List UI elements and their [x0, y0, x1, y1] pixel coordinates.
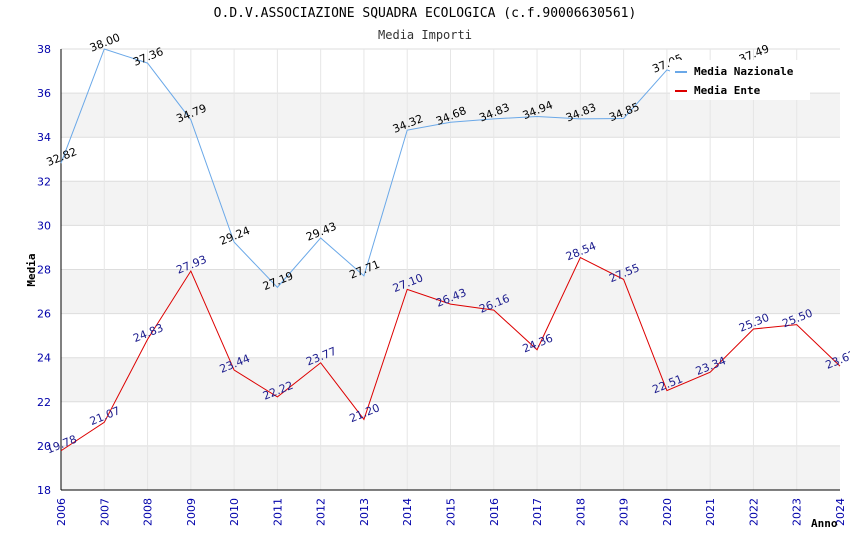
x-tick-label: 2022 [747, 498, 760, 526]
x-tick-label: 2017 [531, 498, 544, 526]
data-label: 24.36 [521, 332, 555, 356]
x-tick-label: 2019 [618, 498, 631, 526]
x-tick-label: 2013 [358, 498, 371, 526]
data-label: 29.24 [218, 224, 252, 248]
x-tick-label: 2016 [488, 498, 501, 526]
data-label: 24.83 [131, 321, 165, 345]
x-tick-label: 2010 [228, 498, 241, 526]
x-axis-label: Anno [811, 517, 838, 530]
data-label: 21.07 [88, 404, 122, 428]
y-ticks: 18 20 22 24 26 28 30 32 34 36 38 [37, 43, 51, 497]
legend-box [670, 60, 810, 100]
x-tick-label: 2023 [791, 498, 804, 526]
data-label: 23.62 [824, 348, 850, 372]
y-tick-label: 32 [37, 175, 51, 188]
x-tick-label: 2009 [185, 498, 198, 526]
legend-entry: Media Ente [694, 84, 761, 97]
y-tick-label: 36 [37, 87, 51, 100]
axes [60, 49, 840, 491]
chart-title: O.D.V.ASSOCIAZIONE SQUADRA ECOLOGICA (c.… [213, 6, 637, 21]
x-tick-label: 2007 [98, 498, 111, 526]
y-tick-label: 30 [37, 219, 51, 232]
x-tick-label: 2006 [55, 498, 68, 526]
y-tick-label: 38 [37, 43, 51, 56]
y-tick-label: 22 [37, 396, 51, 409]
grid-lines [61, 48, 840, 491]
x-tick-label: 2024 [834, 498, 847, 526]
x-tick-label: 2020 [661, 498, 674, 526]
series-lines [60, 48, 841, 452]
x-tick-label: 2011 [271, 498, 284, 526]
legend-entry: Media Nazionale [694, 65, 794, 78]
x-tick-label: 2015 [445, 498, 458, 526]
x-tick-label: 2014 [401, 498, 414, 526]
y-tick-label: 28 [37, 264, 51, 277]
legend: Media Nazionale Media Ente [670, 60, 810, 100]
data-label: 32.82 [45, 145, 79, 169]
x-tick-label: 2008 [142, 498, 155, 526]
chart-subtitle: Media Importi [378, 28, 472, 42]
x-ticks: 2006 2007 2008 2009 2010 2011 2012 2013 2014 2015… [55, 498, 847, 526]
y-tick-label: 20 [37, 440, 51, 453]
x-tick-label: 2018 [574, 498, 587, 526]
y-axis-label: Media [25, 253, 38, 286]
series-line-media-nazionale [60, 48, 754, 289]
data-label: 25.30 [737, 311, 771, 335]
data-label: 38.00 [88, 31, 122, 55]
y-tick-label: 26 [37, 308, 51, 321]
y-tick-label: 34 [37, 131, 51, 144]
series-line-media-ente [60, 256, 841, 452]
data-label: 28.54 [564, 239, 598, 263]
y-tick-label: 24 [37, 352, 51, 365]
x-tick-label: 2012 [315, 498, 328, 526]
y-tick-label: 18 [37, 484, 51, 497]
x-tick-label: 2021 [704, 498, 717, 526]
